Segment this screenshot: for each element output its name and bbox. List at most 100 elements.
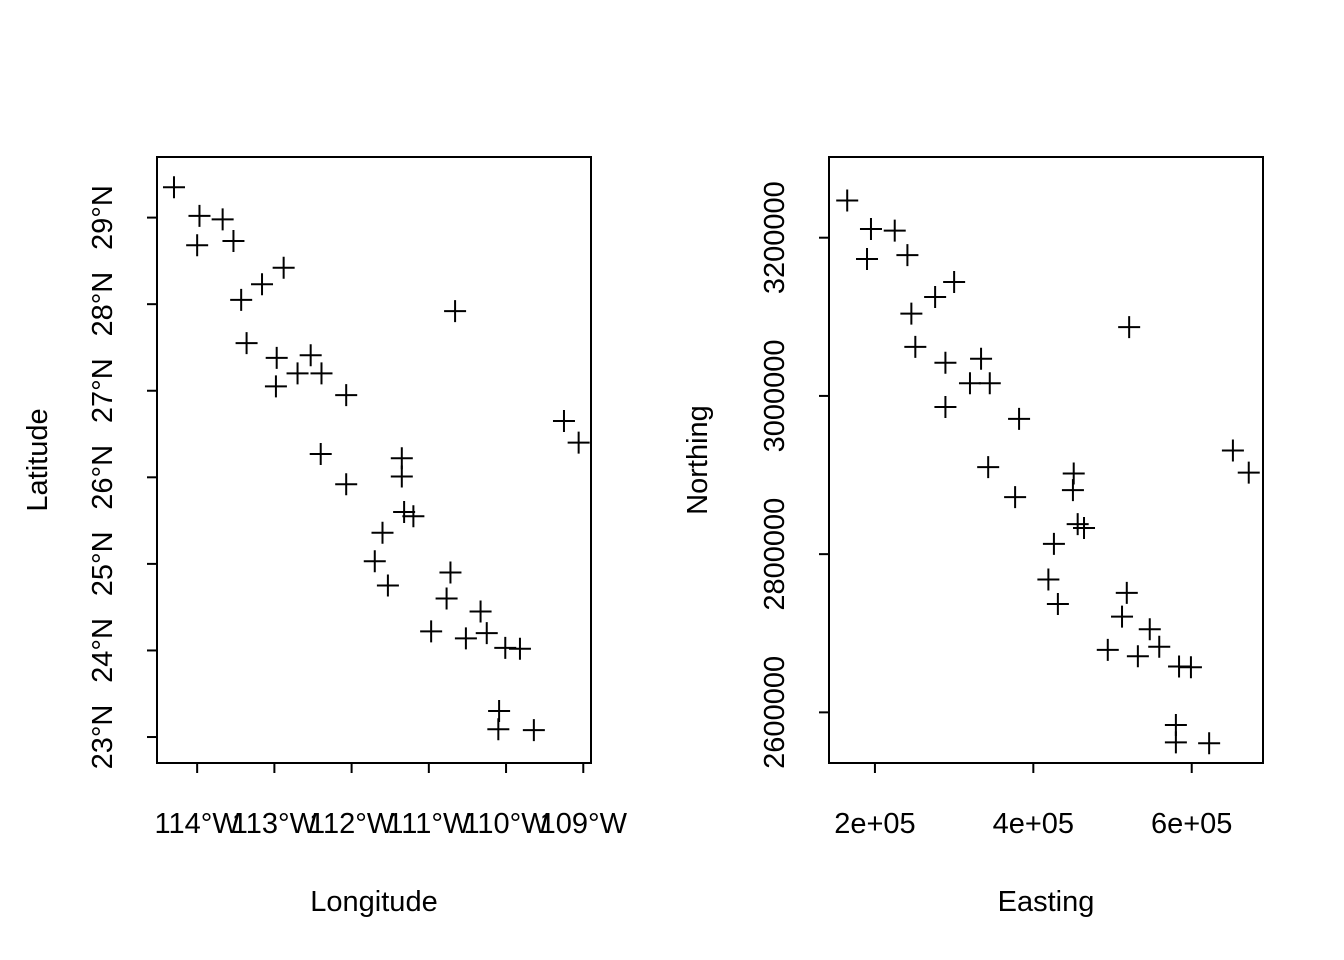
data-point bbox=[309, 442, 332, 465]
data-point bbox=[977, 456, 1000, 479]
data-point bbox=[859, 217, 882, 240]
data-point bbox=[444, 300, 467, 323]
data-point bbox=[1179, 656, 1202, 679]
data-point bbox=[363, 550, 386, 573]
data-points bbox=[836, 189, 1260, 755]
data-point bbox=[934, 395, 957, 418]
x-tick-label: 113°W bbox=[232, 808, 318, 840]
data-point bbox=[435, 587, 458, 610]
x-tick-label: 4e+05 bbox=[993, 808, 1074, 840]
data-point bbox=[552, 410, 575, 433]
data-point bbox=[439, 561, 462, 584]
data-point bbox=[958, 372, 981, 395]
data-point bbox=[856, 248, 879, 271]
x-axis-label: Longitude bbox=[310, 886, 437, 918]
x-tick-label: 2e+05 bbox=[834, 808, 915, 840]
data-point bbox=[1061, 479, 1084, 502]
data-point bbox=[211, 208, 234, 231]
data-point bbox=[900, 302, 923, 325]
x-tick-label: 109°W bbox=[540, 808, 628, 840]
data-point bbox=[1046, 592, 1069, 615]
data-point bbox=[978, 372, 1001, 395]
data-point bbox=[265, 346, 288, 369]
x-tick-label: 111°W bbox=[387, 808, 471, 840]
y-tick-label: 2600000 bbox=[759, 656, 791, 769]
y-tick-label: 29°N bbox=[87, 185, 119, 250]
data-point bbox=[1004, 486, 1027, 509]
data-point bbox=[272, 256, 295, 279]
y-axis-label: Northing bbox=[682, 405, 714, 515]
data-point bbox=[1221, 439, 1244, 462]
data-point bbox=[454, 627, 477, 650]
y-tick-label: 24°N bbox=[87, 618, 119, 683]
data-point bbox=[896, 244, 919, 267]
y-axis: 23°N 24°N 25°N 26°N 27°N 28°N 29°N bbox=[87, 185, 157, 769]
data-points bbox=[162, 176, 590, 742]
data-point bbox=[1164, 731, 1187, 754]
data-point bbox=[1118, 316, 1141, 339]
data-point bbox=[1008, 407, 1031, 430]
y-tick-label: 25°N bbox=[87, 531, 119, 596]
data-point bbox=[1042, 532, 1065, 555]
data-point bbox=[310, 362, 333, 385]
plot-frame bbox=[828, 156, 1264, 764]
data-point bbox=[1115, 581, 1138, 604]
data-point bbox=[390, 465, 413, 488]
data-point bbox=[970, 347, 993, 370]
y-tick-label: 26°N bbox=[87, 445, 119, 510]
data-point bbox=[924, 286, 947, 309]
data-point bbox=[567, 431, 590, 454]
data-point bbox=[251, 273, 274, 296]
data-point bbox=[230, 288, 253, 311]
data-point bbox=[299, 344, 322, 367]
data-point bbox=[1111, 605, 1134, 628]
y-axis-label: Latitude bbox=[22, 408, 54, 511]
plot-frame bbox=[156, 156, 592, 764]
data-point bbox=[188, 204, 211, 227]
data-point bbox=[904, 335, 927, 358]
data-point bbox=[934, 351, 957, 374]
data-point bbox=[393, 500, 416, 523]
data-point bbox=[222, 229, 245, 252]
x-tick-label: 114°W bbox=[155, 808, 241, 840]
data-point bbox=[1096, 638, 1119, 661]
y-tick-label: 23°N bbox=[87, 705, 119, 770]
data-point bbox=[522, 719, 545, 742]
data-point bbox=[883, 219, 906, 242]
data-point bbox=[235, 332, 258, 355]
data-point bbox=[371, 521, 394, 544]
data-point bbox=[264, 375, 287, 398]
data-point bbox=[1066, 513, 1089, 536]
x-axis: 2e+05 4e+05 6e+05 bbox=[834, 763, 1232, 840]
y-tick-label: 3200000 bbox=[759, 181, 791, 294]
data-point bbox=[335, 473, 358, 496]
y-tick-label: 2800000 bbox=[759, 498, 791, 611]
y-tick-label: 27°N bbox=[87, 358, 119, 423]
x-tick-label: 112°W bbox=[309, 808, 395, 840]
data-point bbox=[508, 637, 531, 660]
data-point bbox=[836, 189, 859, 212]
data-point bbox=[487, 718, 510, 741]
data-point bbox=[286, 362, 309, 385]
data-point bbox=[420, 620, 443, 643]
y-tick-label: 28°N bbox=[87, 272, 119, 337]
x-tick-label: 110°W bbox=[463, 808, 549, 840]
y-axis: 2600000 2800000 3000000 3200000 bbox=[759, 181, 829, 769]
data-point bbox=[1138, 618, 1161, 641]
data-point bbox=[469, 600, 492, 623]
data-point bbox=[186, 234, 209, 257]
data-point bbox=[1198, 732, 1221, 755]
data-point bbox=[1126, 645, 1149, 668]
data-point bbox=[943, 270, 966, 293]
y-tick-label: 3000000 bbox=[759, 339, 791, 452]
data-point bbox=[162, 176, 185, 199]
data-point bbox=[335, 384, 358, 407]
data-point bbox=[1148, 635, 1171, 658]
utm-scatter-plot: 2e+05 4e+05 6e+05 2600000 2800000 3000000 320… bbox=[682, 156, 1264, 918]
data-point bbox=[402, 505, 425, 528]
data-point bbox=[1073, 517, 1096, 540]
x-axis-label: Easting bbox=[998, 886, 1095, 918]
